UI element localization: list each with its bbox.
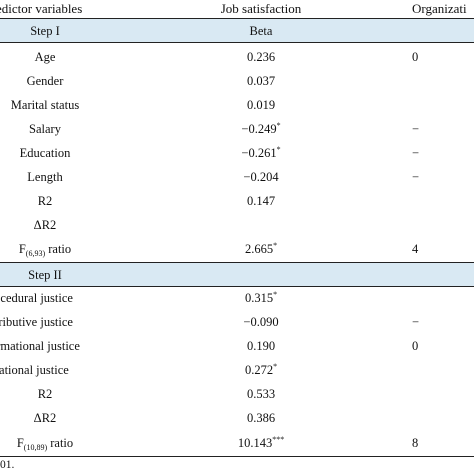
job-value: 0.236 bbox=[246, 50, 276, 64]
job-value-cell: 0.315* bbox=[196, 286, 326, 310]
table-row: Age 0.236 0 bbox=[0, 45, 474, 69]
table-row: Gender 0.037 bbox=[0, 69, 474, 93]
job-value: −0.090 bbox=[243, 315, 279, 329]
table-row: elational justice 0.272* bbox=[0, 358, 474, 382]
table-row: Education −0.261* − bbox=[0, 141, 474, 165]
header-row: edictor variables Job satisfaction Organ… bbox=[0, 0, 474, 21]
predictor-name: Length bbox=[27, 170, 63, 184]
job-value: 0.315 bbox=[244, 291, 274, 305]
significance-mark: *** bbox=[272, 435, 285, 444]
significance-mark: * bbox=[276, 121, 281, 130]
step2-band bbox=[0, 263, 474, 286]
table-row: ormational justice 0.190 0 bbox=[0, 334, 474, 358]
table-footnote: 01. bbox=[0, 459, 15, 471]
job-value: 0.037 bbox=[246, 74, 276, 88]
f-symbol: F bbox=[18, 242, 26, 256]
table-row: stributive justice −0.090 − bbox=[0, 310, 474, 334]
org-value: 0 bbox=[412, 339, 419, 353]
job-value: −0.261 bbox=[241, 146, 277, 160]
table-row: Marital status 0.019 bbox=[0, 93, 474, 117]
rule bbox=[0, 42, 474, 43]
job-value: 0.533 bbox=[246, 387, 276, 401]
predictor-name: R2 bbox=[37, 194, 53, 208]
org-value: − bbox=[412, 146, 420, 160]
predictor-name: Marital status bbox=[10, 98, 80, 112]
header-organization: Organizati bbox=[412, 1, 467, 16]
job-value: 0.019 bbox=[246, 98, 276, 112]
job-value-cell: 0.272* bbox=[196, 358, 326, 382]
table-row: Salary −0.249* − bbox=[0, 117, 474, 141]
f-ratio-row: F(10,89) ratio 10.143*** 8 bbox=[0, 431, 474, 455]
predictor-name: Education bbox=[19, 146, 71, 160]
job-value: 10.143 bbox=[237, 436, 273, 450]
table-row: ΔR2 bbox=[0, 213, 474, 237]
org-value: 0 bbox=[412, 50, 419, 64]
job-value-cell: −0.261* bbox=[196, 141, 326, 165]
job-value: −0.249 bbox=[241, 122, 277, 136]
job-value: 2.665 bbox=[244, 242, 274, 256]
f-ratio-row: F(6,93) ratio 2.665* 4 bbox=[0, 237, 474, 261]
step2-row: Step II bbox=[0, 263, 474, 287]
degrees-of-freedom: (6,93) bbox=[25, 249, 46, 258]
step1-label: Step I bbox=[30, 24, 60, 38]
rule bbox=[0, 262, 474, 263]
predictor-name: rocedural justice bbox=[0, 291, 73, 305]
predictor-name: Gender bbox=[26, 74, 64, 88]
rule bbox=[0, 456, 474, 457]
org-value: − bbox=[412, 170, 420, 184]
step1-band bbox=[0, 19, 474, 42]
predictor-name: ormational justice bbox=[0, 339, 80, 353]
f-ratio-word: ratio bbox=[45, 242, 72, 256]
significance-mark: * bbox=[273, 290, 278, 299]
job-value-cell: 10.143*** bbox=[196, 431, 326, 455]
table-row: R2 0.147 bbox=[0, 189, 474, 213]
predictor-name: Age bbox=[34, 50, 56, 64]
significance-mark: * bbox=[273, 241, 278, 250]
f-ratio-label: F(6,93) ratio bbox=[0, 237, 90, 261]
job-value: 0.272 bbox=[244, 363, 274, 377]
job-value: 0.386 bbox=[246, 411, 276, 425]
rule bbox=[0, 286, 474, 287]
job-value-cell: −0.249* bbox=[196, 117, 326, 141]
org-value: − bbox=[412, 315, 420, 329]
predictor-name: Salary bbox=[29, 122, 61, 136]
org-value: 4 bbox=[412, 242, 419, 256]
job-value: −0.204 bbox=[243, 170, 279, 184]
table-row: R2 0.533 bbox=[0, 382, 474, 406]
job-value-cell: 2.665* bbox=[196, 237, 326, 261]
header-job-satisfaction: Job satisfaction bbox=[220, 1, 302, 16]
predictor-name: stributive justice bbox=[0, 315, 73, 329]
predictor-name: ΔR2 bbox=[33, 411, 57, 425]
table-row: ΔR2 0.386 bbox=[0, 406, 474, 430]
job-value: 0.190 bbox=[246, 339, 276, 353]
header-predictor: edictor variables bbox=[0, 1, 83, 16]
beta-label: Beta bbox=[249, 24, 273, 38]
step1-row: Step I Beta bbox=[0, 19, 474, 43]
predictor-name: ΔR2 bbox=[33, 218, 57, 232]
table-row: rocedural justice 0.315* bbox=[0, 286, 474, 310]
f-ratio-word: ratio bbox=[47, 436, 74, 450]
step2-label: Step II bbox=[28, 268, 62, 282]
job-value: 0.147 bbox=[246, 194, 276, 208]
rule bbox=[0, 18, 474, 19]
significance-mark: * bbox=[276, 145, 281, 154]
f-symbol: F bbox=[16, 436, 24, 450]
org-value: 8 bbox=[412, 436, 419, 450]
predictor-name: elational justice bbox=[0, 363, 69, 377]
table-row: Length −0.204 − bbox=[0, 165, 474, 189]
org-value: − bbox=[412, 122, 420, 136]
significance-mark: * bbox=[273, 362, 278, 371]
degrees-of-freedom: (10,89) bbox=[23, 443, 48, 452]
predictor-name: R2 bbox=[37, 387, 53, 401]
f-ratio-label: F(10,89) ratio bbox=[0, 431, 90, 455]
